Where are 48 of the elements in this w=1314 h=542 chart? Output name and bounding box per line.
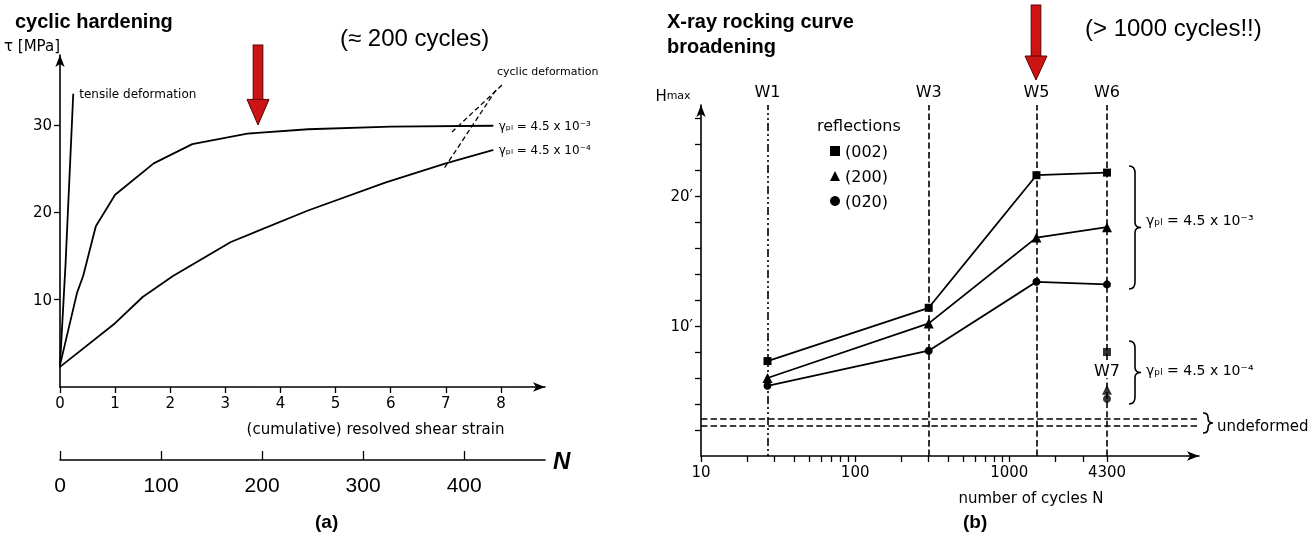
y-tick-label: 20′ — [670, 187, 694, 205]
y-tick-label: 10′ — [670, 317, 694, 335]
x-tick-label: 7 — [441, 393, 451, 412]
legend-label: (200) — [845, 166, 889, 186]
x2-axis-title: N — [553, 446, 571, 474]
annotation: γₚₗ = 4.5 x 10⁻⁴ — [1146, 362, 1254, 378]
y-tick-label: 30 — [32, 115, 52, 134]
text: (≈ 200 cycles) — [340, 23, 490, 51]
x-tick-label: 1 — [110, 393, 120, 412]
text: (> 1000 cycles!!) — [1085, 13, 1262, 41]
y-axis-title: Hmax — [655, 86, 692, 105]
legend-label: (002) — [845, 141, 889, 161]
x-tick-label: 1000 — [990, 462, 1029, 481]
text: (a) — [315, 511, 339, 532]
chart-title: cyclic hardening — [15, 9, 173, 32]
x-tick-label: 6 — [385, 393, 396, 412]
x-axis-title: (cumulative) resolved shear strain — [246, 419, 505, 438]
annotation: cyclic deformation — [497, 65, 599, 78]
ref-line-label: undeformed — [1217, 417, 1309, 436]
x2-tick-label: 300 — [345, 473, 381, 496]
x-tick-label: 3 — [220, 393, 231, 412]
annotation: γₚₗ = 4.5 x 10⁻³ — [1146, 212, 1254, 228]
x-tick-label: 5 — [330, 393, 341, 412]
ref-line-label: W5 — [1023, 81, 1050, 101]
ref-line-label: W6 — [1093, 81, 1120, 101]
ref-line-label: W3 — [915, 81, 942, 101]
y-axis-title: τ [MPa] — [3, 36, 61, 55]
y-tick-label: 10 — [32, 290, 52, 309]
text: (b) — [963, 511, 988, 532]
series-label: tensile deformation — [79, 87, 197, 102]
x-tick-label: 10 — [691, 462, 711, 481]
series-label: γₚₗ = 4.5 x 10⁻⁴ — [498, 143, 591, 158]
legend-title: reflections — [817, 115, 901, 135]
x2-tick-label: 200 — [244, 473, 280, 496]
legend-label: (02̄0) — [845, 191, 889, 211]
y-tick-label: 20 — [32, 203, 52, 222]
x2-tick-label: 400 — [446, 473, 482, 496]
x-tick-label: 4300 — [1087, 462, 1127, 481]
x-tick-label: 2 — [165, 393, 175, 412]
x-tick-label: 8 — [496, 393, 506, 412]
x-tick-label: 4 — [275, 393, 286, 412]
x-tick-label: 100 — [840, 462, 870, 481]
x-axis-title: number of cycles N — [958, 488, 1104, 507]
chart-title: X-ray rocking curve broadening — [667, 9, 860, 57]
annotation: W7 — [1093, 360, 1120, 380]
ref-line-label: W1 — [754, 81, 781, 101]
series-label: γₚₗ = 4.5 x 10⁻³ — [498, 118, 591, 133]
x-tick-label: 0 — [55, 393, 65, 412]
